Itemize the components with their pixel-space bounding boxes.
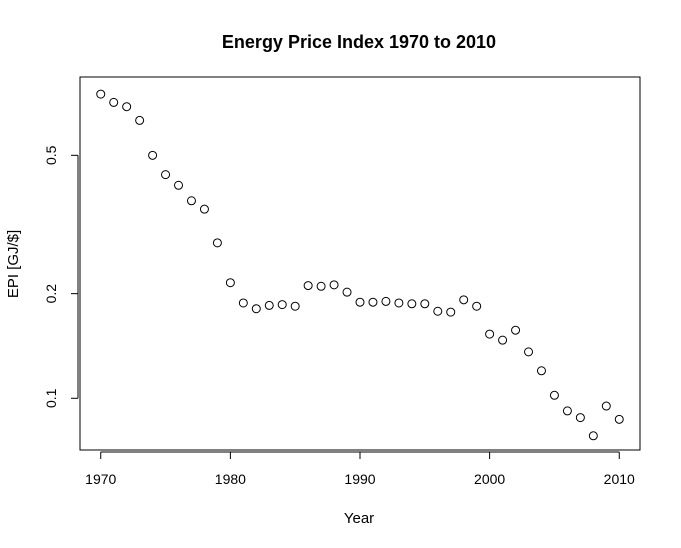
- data-point: [562, 406, 572, 416]
- data-point: [549, 390, 559, 400]
- data-point: [407, 299, 417, 309]
- data-point: [135, 115, 145, 125]
- data-point: [251, 304, 261, 314]
- data-point: [485, 329, 495, 339]
- data-point: [303, 281, 313, 291]
- data-point: [109, 97, 119, 107]
- data-point: [122, 102, 132, 112]
- data-point: [472, 301, 482, 311]
- data-point: [498, 335, 508, 345]
- data-point: [588, 431, 598, 441]
- data-point: [601, 401, 611, 411]
- data-point: [290, 301, 300, 311]
- data-point: [614, 414, 624, 424]
- data-point: [174, 180, 184, 190]
- x-axis-label: Year: [344, 510, 374, 527]
- data-point: [433, 306, 443, 316]
- data-point: [394, 298, 404, 308]
- y-tick-label: 0.5: [43, 145, 59, 165]
- data-point: [524, 347, 534, 357]
- data-point: [536, 366, 546, 376]
- y-tick-label: 0.1: [43, 388, 59, 408]
- x-tick-label: 1990: [344, 471, 375, 487]
- data-point: [511, 325, 521, 335]
- x-tick-label: 1980: [215, 471, 246, 487]
- x-tick-label: 2010: [604, 471, 635, 487]
- data-point: [420, 299, 430, 309]
- data-point: [446, 307, 456, 317]
- x-tick-label: 2000: [474, 471, 505, 487]
- data-point: [212, 238, 222, 248]
- data-point: [199, 204, 209, 214]
- data-point: [355, 297, 365, 307]
- data-point: [277, 300, 287, 310]
- data-point: [368, 297, 378, 307]
- data-point: [329, 280, 339, 290]
- y-axis: 0.1 0.2 0.5: [43, 145, 79, 408]
- chart-title: Energy Price Index 1970 to 2010: [222, 32, 496, 52]
- y-axis-label: EPI [GJ/$]: [5, 230, 22, 298]
- data-point: [342, 287, 352, 297]
- data-point: [186, 196, 196, 206]
- data-point: [381, 296, 391, 306]
- data-point: [148, 150, 158, 160]
- y-tick-label: 0.2: [43, 284, 59, 304]
- data-point: [161, 170, 171, 180]
- x-tick-label: 1970: [85, 471, 116, 487]
- plot-area-frame: [79, 76, 641, 451]
- data-point: [459, 295, 469, 305]
- x-axis: 1970 1980 1990 2000 2010: [85, 451, 635, 487]
- data-point: [575, 413, 585, 423]
- data-point: [238, 298, 248, 308]
- data-point: [264, 300, 274, 310]
- data-point: [96, 89, 106, 99]
- data-point: [316, 281, 326, 291]
- data-point: [225, 278, 235, 288]
- data-points: [96, 89, 624, 441]
